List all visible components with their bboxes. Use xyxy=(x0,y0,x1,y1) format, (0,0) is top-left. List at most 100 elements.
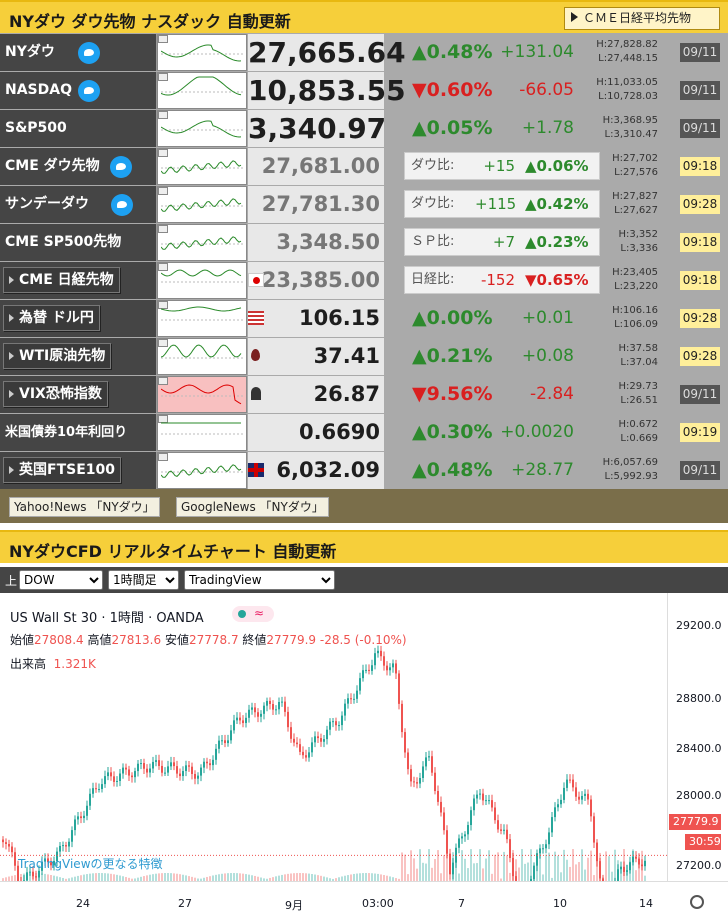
volume-bar xyxy=(422,862,424,881)
market-name[interactable]: サンデーダウ xyxy=(0,186,157,223)
candle-body xyxy=(215,748,217,760)
mini-chart[interactable] xyxy=(157,376,247,413)
volume-bar xyxy=(443,855,445,881)
market-name[interactable]: 為替 ドル円 xyxy=(0,300,157,337)
market-name[interactable]: WTI原油先物 xyxy=(0,338,157,375)
twitter-icon[interactable] xyxy=(78,42,100,64)
candle-body xyxy=(443,812,445,831)
market-name[interactable]: CME ダウ先物 xyxy=(0,148,157,185)
volume-bar xyxy=(77,875,79,881)
y-tick: 28400.0 xyxy=(676,742,722,755)
mini-chart[interactable] xyxy=(157,300,247,337)
candle-body xyxy=(197,775,199,779)
candle-body xyxy=(35,876,37,878)
expand-icon[interactable] xyxy=(158,301,168,309)
mini-chart[interactable] xyxy=(157,338,247,375)
chart-section: 上 DOW 1時間足 TradingView US Wall St 30 · 1… xyxy=(0,567,728,919)
candle-body xyxy=(245,717,247,724)
volume-bar xyxy=(566,859,568,881)
volume-bar xyxy=(308,873,310,881)
volume-bar xyxy=(407,874,409,881)
volume-bar xyxy=(530,849,532,881)
expand-icon[interactable] xyxy=(158,149,168,157)
expand-icon[interactable] xyxy=(158,187,168,195)
volume-bar xyxy=(35,873,37,881)
google-news-link[interactable]: GoogleNews 「NYダウ」 xyxy=(176,497,329,517)
expand-icon[interactable] xyxy=(158,225,168,233)
mini-chart[interactable] xyxy=(157,414,247,451)
volume-bar xyxy=(365,873,367,881)
mini-chart[interactable] xyxy=(157,224,247,261)
expand-icon[interactable] xyxy=(158,263,168,271)
volume-bar xyxy=(533,868,535,881)
candle-body xyxy=(80,816,82,819)
market-name[interactable]: VIX恐怖指数 xyxy=(0,376,157,413)
mini-chart[interactable] xyxy=(157,262,247,299)
provider-select[interactable]: TradingView xyxy=(184,570,335,590)
candle-body xyxy=(128,769,130,776)
volume-bar xyxy=(41,873,43,881)
volume-bar xyxy=(587,857,589,881)
candle-body xyxy=(170,762,172,767)
candle-body xyxy=(485,800,487,802)
volume-bar xyxy=(170,873,172,881)
update-time: 09/11 xyxy=(680,461,720,480)
candle-body xyxy=(62,845,64,847)
candle-body xyxy=(497,820,499,830)
market-name[interactable]: S&P500 xyxy=(0,110,157,147)
candle-body xyxy=(218,740,220,749)
candle-body xyxy=(458,838,460,848)
candle-body xyxy=(503,829,505,831)
cme-nikkei-button[interactable]: ＣＭＥ日経平均先物 xyxy=(564,7,720,30)
volume-bar xyxy=(245,874,247,881)
tradingview-chart[interactable]: US Wall St 30 · 1時間 · OANDA ≈ 始値27808.4 … xyxy=(0,593,728,919)
candle-body xyxy=(14,852,16,866)
tradingview-promo-link[interactable]: TradingViewの更なる特徴 xyxy=(18,857,163,871)
volume-bar xyxy=(206,876,208,881)
expand-icon[interactable] xyxy=(158,453,168,461)
expand-icon[interactable] xyxy=(158,111,168,119)
candle-body xyxy=(86,805,88,816)
high-low: H:29.73 L:26.51 xyxy=(618,381,658,406)
volume-bar xyxy=(23,873,25,881)
symbol-select[interactable]: DOW xyxy=(19,570,103,590)
last-price-tag: 27779.9 xyxy=(669,814,721,830)
volume-bar xyxy=(329,878,331,881)
mini-chart[interactable] xyxy=(157,110,247,147)
interval-select[interactable]: 1時間足 xyxy=(108,570,179,590)
settings-gear-icon[interactable] xyxy=(690,895,704,909)
market-name[interactable]: NYダウ xyxy=(0,34,157,71)
volume-bar xyxy=(38,873,40,881)
twitter-icon[interactable] xyxy=(78,80,100,102)
volume-bar xyxy=(455,855,457,881)
percent-change: ▲0.30% xyxy=(412,421,493,443)
price-axis[interactable] xyxy=(667,593,728,881)
volume-bar xyxy=(20,873,22,881)
market-name[interactable]: CME 日経先物 xyxy=(0,262,157,299)
volume-bar xyxy=(191,876,193,881)
volume-bar xyxy=(179,874,181,881)
candle-body xyxy=(38,870,40,878)
volume-bar xyxy=(623,849,625,881)
market-name[interactable]: CME SP500先物 xyxy=(0,224,157,261)
twitter-icon[interactable] xyxy=(110,156,132,178)
candle-body xyxy=(47,858,49,863)
expand-icon[interactable] xyxy=(158,339,168,347)
expand-icon[interactable] xyxy=(158,73,168,81)
expand-icon[interactable] xyxy=(158,377,168,385)
yahoo-news-link[interactable]: Yahoo!News 「NYダウ」 xyxy=(9,497,160,517)
mini-chart[interactable] xyxy=(157,148,247,185)
candle-body xyxy=(572,779,574,788)
mini-chart[interactable] xyxy=(157,186,247,223)
mini-chart[interactable] xyxy=(157,452,247,489)
mini-chart[interactable] xyxy=(157,34,247,71)
mini-chart[interactable] xyxy=(157,72,247,109)
percent-change: ▲0.48% xyxy=(412,41,493,63)
market-name[interactable]: 英国FTSE100 xyxy=(0,452,157,489)
expand-icon[interactable] xyxy=(158,35,168,43)
y-tick: 28000.0 xyxy=(676,789,722,802)
candle-chart[interactable] xyxy=(0,593,667,881)
candle-body xyxy=(332,721,334,723)
market-name[interactable]: 米国債券10年利回り xyxy=(0,414,157,451)
twitter-icon[interactable] xyxy=(111,194,133,216)
